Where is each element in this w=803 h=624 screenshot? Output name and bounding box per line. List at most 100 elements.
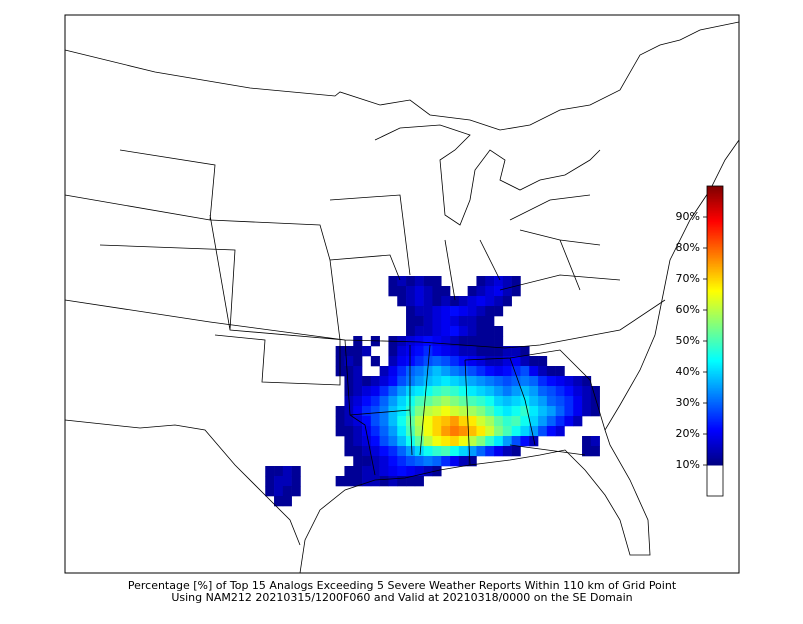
cell	[573, 376, 583, 387]
cell	[502, 366, 512, 377]
cell	[423, 306, 433, 317]
cell	[458, 396, 468, 407]
cell	[485, 336, 495, 347]
colorbar-step	[707, 252, 723, 255]
cell	[397, 276, 407, 287]
colorbar-step	[707, 227, 723, 230]
cell	[423, 376, 433, 387]
colorbar-step	[707, 234, 723, 237]
cell	[546, 376, 556, 387]
cell	[476, 336, 486, 347]
colorbar-step	[707, 474, 723, 477]
cell	[476, 296, 486, 307]
colorbar-step	[707, 472, 723, 475]
cell	[397, 376, 407, 387]
cell	[353, 386, 363, 397]
cell	[362, 476, 372, 487]
cell	[476, 426, 486, 437]
colorbar-step	[707, 438, 723, 441]
colorbar-step	[707, 303, 723, 306]
cell	[582, 396, 592, 407]
colorbar-step	[707, 353, 723, 356]
colorbar-step	[707, 221, 723, 224]
colorbar-step	[707, 373, 723, 376]
cell	[564, 416, 574, 427]
cell	[529, 376, 539, 387]
cell	[414, 456, 424, 467]
colorbar-step	[707, 466, 723, 469]
cell	[397, 386, 407, 397]
cell	[432, 296, 442, 307]
cell	[573, 396, 583, 407]
cell	[362, 436, 372, 447]
colorbar-step	[707, 310, 723, 313]
cell	[582, 386, 592, 397]
cell	[494, 406, 504, 417]
cell	[485, 396, 495, 407]
cell	[582, 406, 592, 417]
cell	[458, 416, 468, 427]
colorbar-step	[707, 435, 723, 438]
cell	[406, 396, 416, 407]
cell	[344, 416, 354, 427]
cell	[432, 466, 442, 477]
cell	[397, 296, 407, 307]
cell	[370, 356, 380, 367]
cell	[432, 456, 442, 467]
cell	[511, 386, 521, 397]
cell	[406, 476, 416, 487]
cell	[344, 436, 354, 447]
cell	[432, 356, 442, 367]
colorbar-step	[707, 392, 723, 395]
colorbar-step	[707, 275, 723, 278]
colorbar-step	[707, 248, 723, 251]
cell	[414, 476, 424, 487]
colorbar-step	[707, 255, 723, 258]
cell	[564, 396, 574, 407]
cell	[388, 346, 398, 357]
cell	[555, 406, 565, 417]
cell	[423, 466, 433, 477]
cell	[432, 286, 442, 297]
colorbar-step	[707, 238, 723, 241]
cell	[502, 276, 512, 287]
cell	[467, 316, 477, 327]
colorbar-step	[707, 311, 723, 314]
cell	[353, 436, 363, 447]
cell	[502, 426, 512, 437]
colorbar-step	[707, 486, 723, 489]
cell	[511, 436, 521, 447]
cell	[494, 336, 504, 347]
cell	[494, 396, 504, 407]
cell	[441, 406, 451, 417]
colorbar-step	[707, 212, 723, 215]
cell	[441, 426, 451, 437]
colorbar-step	[707, 333, 723, 336]
colorbar-step	[707, 320, 723, 323]
cell	[406, 356, 416, 367]
cell	[423, 346, 433, 357]
cell	[362, 446, 372, 457]
cell	[538, 396, 548, 407]
cell	[406, 306, 416, 317]
cell	[502, 386, 512, 397]
cell	[590, 386, 600, 397]
cell	[564, 406, 574, 417]
cell	[520, 416, 530, 427]
colorbar-step	[707, 308, 723, 311]
cell	[502, 356, 512, 367]
cell	[458, 366, 468, 377]
colorbar-step	[707, 192, 723, 195]
cell	[344, 476, 354, 487]
cell	[265, 486, 275, 497]
colorbar-step	[707, 331, 723, 334]
colorbar-step	[707, 344, 723, 347]
colorbar-step	[707, 370, 723, 373]
cell	[441, 386, 451, 397]
colorbar-step	[707, 339, 723, 342]
colorbar-step	[707, 199, 723, 202]
cell	[397, 356, 407, 367]
cell	[370, 466, 380, 477]
cell	[353, 356, 363, 367]
colorbar-step	[707, 356, 723, 359]
